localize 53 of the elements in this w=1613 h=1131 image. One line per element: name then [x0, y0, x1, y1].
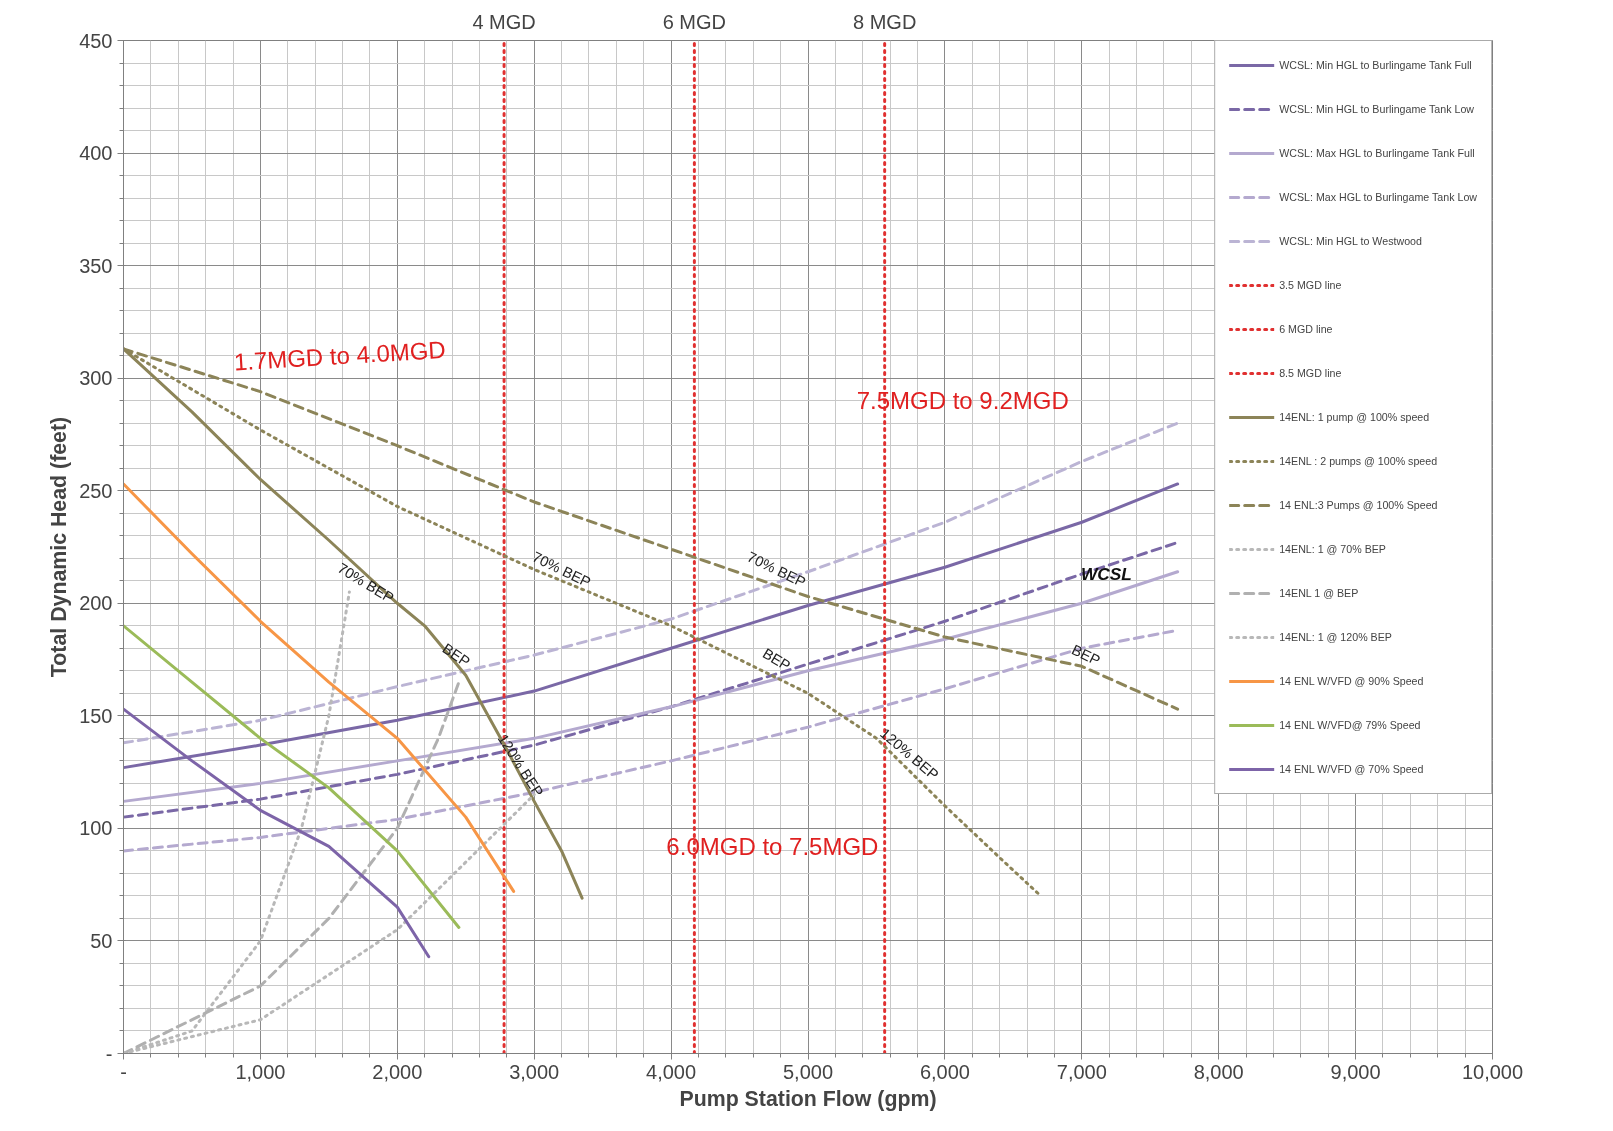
- x-tick-label: 4,000: [646, 1060, 697, 1083]
- y-tick-label: 350: [79, 254, 113, 277]
- legend-label: WCSL: Min HGL to Westwood: [1279, 235, 1422, 247]
- legend-label: 14ENL: 1 pump @ 100% speed: [1279, 411, 1430, 423]
- y-tick-label: 250: [79, 479, 113, 502]
- annotation: 70% BEP: [744, 548, 809, 591]
- text: 6 MGD: [662, 10, 727, 33]
- legend-label: WCSL: Min HGL to Burlingame Tank Low: [1279, 103, 1475, 115]
- x-tick-label: 7,000: [1056, 1060, 1107, 1083]
- annotation: 1.7MGD to 4.0MGD: [233, 335, 447, 376]
- annotation: BEP: [439, 640, 473, 670]
- y-tick-label: 400: [79, 142, 113, 165]
- x-tick-label: 1,000: [235, 1060, 286, 1083]
- x-tick-label: -: [120, 1060, 127, 1083]
- annotation: 70% BEP: [529, 548, 594, 591]
- x-tick-label: 9,000: [1330, 1060, 1381, 1083]
- legend-label: WCSL: Max HGL to Burlingame Tank Low: [1279, 191, 1477, 203]
- annotation: 6.0MGD to 7.5MGD: [666, 832, 879, 860]
- legend-label: 6 MGD line: [1279, 323, 1333, 335]
- legend-label: 8.5 MGD line: [1279, 367, 1342, 379]
- annotation: BEP: [1069, 641, 1103, 669]
- x-tick-label: 6,000: [919, 1060, 970, 1083]
- legend-label: 14 ENL W/VFD @ 90% Speed: [1279, 675, 1424, 687]
- y-tick-label: 100: [79, 817, 113, 840]
- annotation: 7.5MGD to 9.2MGD: [856, 387, 1069, 415]
- annotation: BEP: [759, 645, 794, 675]
- legend-label: WCSL: Min HGL to Burlingame Tank Full: [1279, 59, 1472, 71]
- x-tick-label: 2,000: [372, 1060, 423, 1083]
- x-tick-label: 10,000: [1461, 1060, 1524, 1083]
- legend-label: 14ENL: 1 @ 70% BEP: [1279, 543, 1386, 555]
- y-tick-label: 200: [79, 592, 113, 615]
- x-tick-label: 5,000: [782, 1060, 834, 1083]
- text: 4 MGD: [472, 10, 536, 33]
- legend-label: 3.5 MGD line: [1279, 279, 1342, 291]
- y-tick-label: 50: [90, 929, 113, 952]
- x-tick-label: 8,000: [1193, 1060, 1244, 1083]
- annotation: 70% BEP: [334, 559, 397, 607]
- legend-label: 14ENL : 2 pumps @ 100% speed: [1279, 455, 1438, 467]
- y-tick-label: 150: [79, 704, 113, 727]
- y-tick-label: 300: [79, 367, 113, 390]
- legend-label: WCSL: Max HGL to Burlingame Tank Full: [1279, 147, 1475, 159]
- legend-label: 14 ENL:3 Pumps @ 100% Speed: [1279, 499, 1438, 511]
- legend-label: 14ENL 1 @ BEP: [1279, 587, 1359, 599]
- legend-label: 14 ENL W/VFD @ 70% Speed: [1279, 763, 1424, 775]
- y-tick-label: -: [105, 1042, 113, 1065]
- x-axis-title: Pump Station Flow (gpm): [679, 1086, 937, 1111]
- legend-label: 14ENL: 1 @ 120% BEP: [1279, 631, 1392, 643]
- y-axis-title: Total Dynamic Head (feet): [47, 416, 72, 678]
- text: 8 MGD: [852, 10, 917, 33]
- y-tick-label: 450: [79, 29, 113, 52]
- x-tick-label: 3,000: [509, 1060, 560, 1083]
- annotation: WCSL: [1080, 564, 1132, 585]
- legend-label: 14 ENL W/VFD@ 79% Speed: [1279, 719, 1421, 731]
